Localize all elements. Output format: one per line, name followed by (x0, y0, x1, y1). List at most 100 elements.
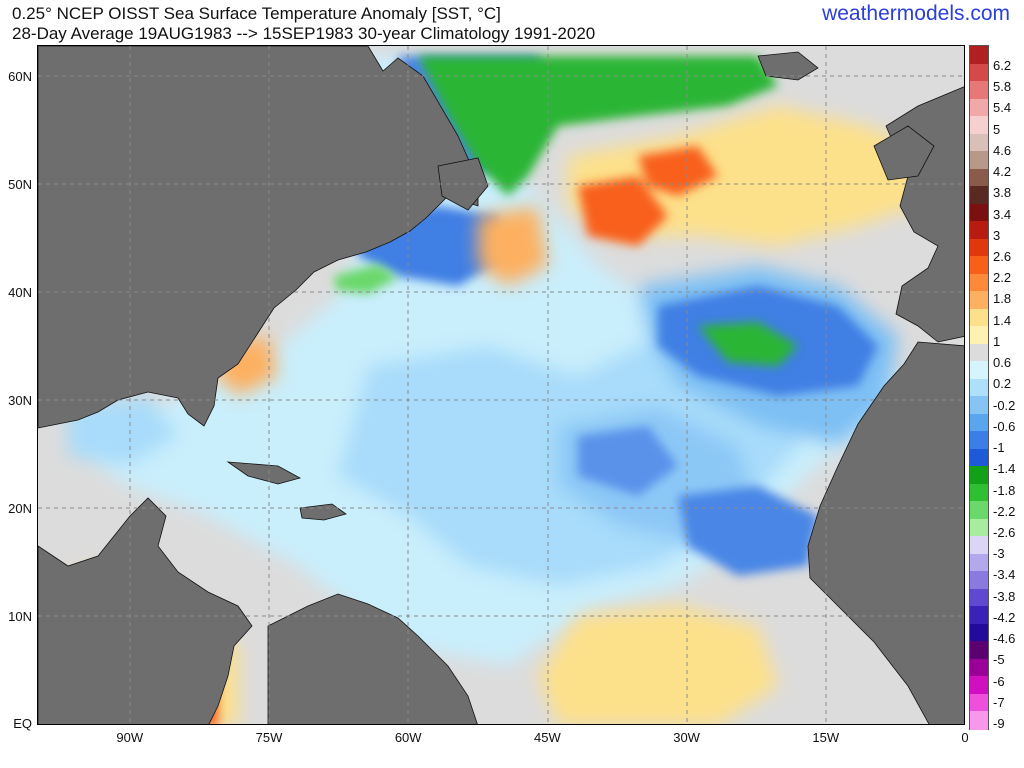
chart-title: 0.25° NCEP OISST Sea Surface Temperature… (12, 4, 595, 44)
colorbar-swatch (970, 518, 988, 537)
land (38, 46, 964, 724)
colorbar-swatch (970, 641, 988, 660)
colorbar-swatch (970, 466, 988, 485)
colorbar-swatch (970, 151, 988, 170)
colorbar-swatch (970, 221, 988, 240)
colorbar-swatch (970, 553, 988, 572)
colorbar-swatch (970, 588, 988, 607)
colorbar-swatch (970, 186, 988, 205)
lon-tick-label: 60W (394, 730, 422, 745)
colorbar-swatch (970, 308, 988, 327)
colorbar (969, 45, 989, 730)
colorbar-swatch (970, 571, 988, 590)
colorbar-tick-label: -1.8 (993, 482, 1016, 498)
map-canvas (38, 46, 964, 724)
colorbar-swatch (970, 203, 988, 222)
colorbar-swatch (970, 133, 988, 152)
lon-tick-label: 15W (812, 730, 840, 745)
colorbar-swatch (970, 326, 988, 345)
colorbar-tick-label: -5 (993, 652, 1005, 668)
lat-tick-label: 30N (8, 393, 32, 409)
colorbar-tick-label: -7 (993, 694, 1005, 710)
colorbar-swatch (970, 273, 988, 292)
colorbar-swatch (970, 291, 988, 310)
lon-tick-label: 75W (255, 730, 283, 745)
colorbar-swatch (970, 46, 988, 65)
land-africa (807, 341, 964, 724)
colorbar-swatch (970, 501, 988, 520)
land-central-america (38, 497, 253, 724)
colorbar-tick-label: 2.6 (993, 249, 1012, 265)
lon-tick-label: 45W (534, 730, 561, 745)
colorbar-swatch (970, 413, 988, 432)
colorbar-tick-label: 4.2 (993, 164, 1012, 180)
lat-tick-label: 40N (8, 285, 32, 301)
colorbar-tick-label: -3.8 (993, 588, 1016, 604)
colorbar-swatch (970, 606, 988, 625)
colorbar-tick-label: -1 (993, 440, 1005, 456)
graticule (38, 46, 964, 724)
colorbar-swatch (970, 81, 988, 100)
colorbar-tick-label: -1.4 (993, 461, 1016, 477)
colorbar-swatch (970, 536, 988, 555)
land-cuba (226, 461, 302, 485)
colorbar-swatch (970, 116, 988, 135)
colorbar-tick-label: -4.2 (993, 609, 1016, 625)
colorbar-tick-label: 6.2 (993, 58, 1012, 73)
lat-tick-label: EQ (13, 716, 32, 731)
colorbar-tick-label: 0.2 (993, 376, 1012, 392)
lat-tick-label: 20N (8, 501, 32, 517)
colorbar-tick-label: -0.6 (993, 418, 1016, 434)
colorbar-tick-label: 4.6 (993, 142, 1012, 158)
colorbar-swatch (970, 693, 988, 713)
colorbar-tick-label: -9 (993, 716, 1005, 731)
colorbar-tick-label: 5 (993, 121, 1001, 137)
colorbar-tick-label: -2.6 (993, 524, 1016, 540)
colorbar-swatch (970, 168, 988, 187)
colorbar-swatch (970, 256, 988, 275)
title-line-1: 0.25° NCEP OISST Sea Surface Temperature… (12, 4, 501, 23)
sst-anomaly-map (37, 45, 965, 725)
colorbar-tick-label: -2.2 (993, 503, 1016, 519)
colorbar-tick-label: 3.4 (993, 206, 1012, 222)
colorbar-tick-label: 3 (993, 227, 1001, 243)
colorbar-tick-label: -6 (993, 673, 1005, 689)
colorbar-swatch (970, 448, 988, 467)
colorbar-swatch (970, 63, 988, 82)
colorbar-tick-label: 2.2 (993, 270, 1012, 286)
colorbar-swatch (970, 98, 988, 117)
colorbar-tick-label: -3.4 (993, 567, 1016, 583)
title-line-2: 28-Day Average 19AUG1983 --> 15SEP1983 3… (12, 24, 596, 43)
land-south-america (267, 593, 478, 724)
land-british-isles (873, 125, 935, 181)
colorbar-swatch (970, 623, 988, 643)
colorbar-tick-label: 1 (993, 333, 1001, 349)
colorbar-swatch (970, 238, 988, 257)
colorbar-tick-label: 5.8 (993, 79, 1012, 95)
colorbar-tick-label: 1.4 (993, 312, 1012, 328)
colorbar-swatch (970, 711, 988, 730)
colorbar-tick-label: -0.2 (993, 397, 1016, 413)
lon-tick-label: 90W (116, 730, 144, 745)
land-iceland (757, 51, 819, 81)
colorbar-swatch (970, 676, 988, 695)
colorbar-tick-label: 3.8 (993, 185, 1012, 201)
colorbar-tick-label: -3 (993, 546, 1005, 562)
lon-tick-label: 0 (961, 730, 969, 745)
colorbar-swatch (970, 343, 988, 362)
very-cool-cells (334, 56, 798, 366)
lat-tick-label: 50N (8, 177, 32, 193)
colorbar-tick-label: 5.4 (993, 100, 1012, 116)
colorbar-swatch (970, 431, 988, 450)
colorbar-swatch (970, 658, 988, 678)
lon-tick-label: 30W (673, 730, 700, 745)
colorbar-tick-label: 0.6 (993, 355, 1012, 371)
colorbar-swatch (970, 361, 988, 380)
colorbar-tick-label: -4.6 (993, 631, 1016, 647)
colorbar-swatch (970, 378, 988, 397)
colorbar-swatch (970, 483, 988, 502)
lat-tick-label: 10N (8, 609, 32, 625)
brand-logo[interactable]: weathermodels.com (822, 2, 1010, 25)
colorbar-swatch (970, 396, 988, 415)
lat-tick-label: 60N (8, 69, 32, 85)
